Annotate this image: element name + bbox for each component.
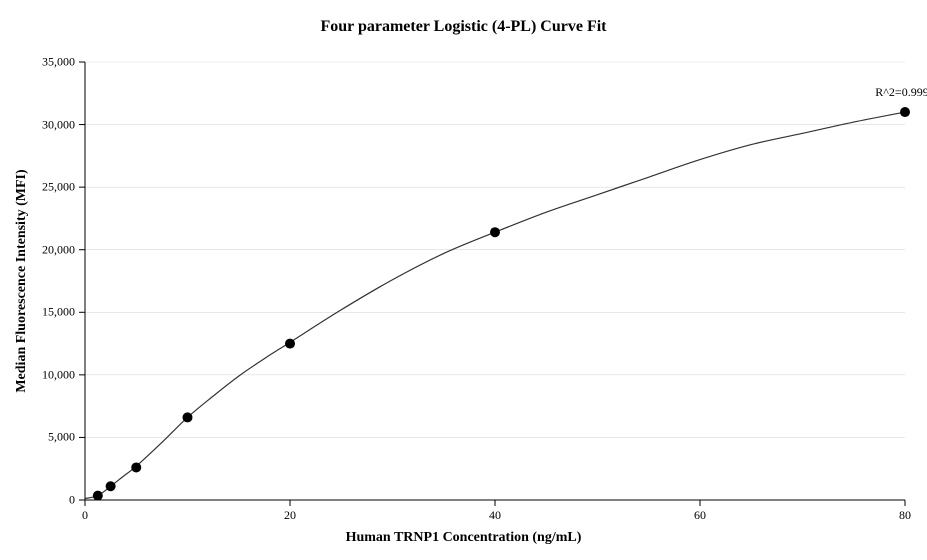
y-tick-label: 35,000 [42, 55, 75, 70]
x-tick-label: 40 [489, 508, 501, 523]
chart-plot [0, 0, 927, 560]
x-tick-label: 60 [694, 508, 706, 523]
y-tick-label: 15,000 [42, 305, 75, 320]
y-tick-label: 10,000 [42, 367, 75, 382]
x-tick-label: 0 [82, 508, 88, 523]
x-tick-label: 20 [284, 508, 296, 523]
y-tick-label: 5,000 [48, 430, 75, 445]
y-tick-label: 20,000 [42, 242, 75, 257]
y-tick-label: 0 [69, 493, 75, 508]
x-tick-label: 80 [899, 508, 911, 523]
y-tick-label: 25,000 [42, 180, 75, 195]
y-tick-label: 30,000 [42, 117, 75, 132]
r-squared-annotation: R^2=0.9998 [875, 85, 927, 100]
